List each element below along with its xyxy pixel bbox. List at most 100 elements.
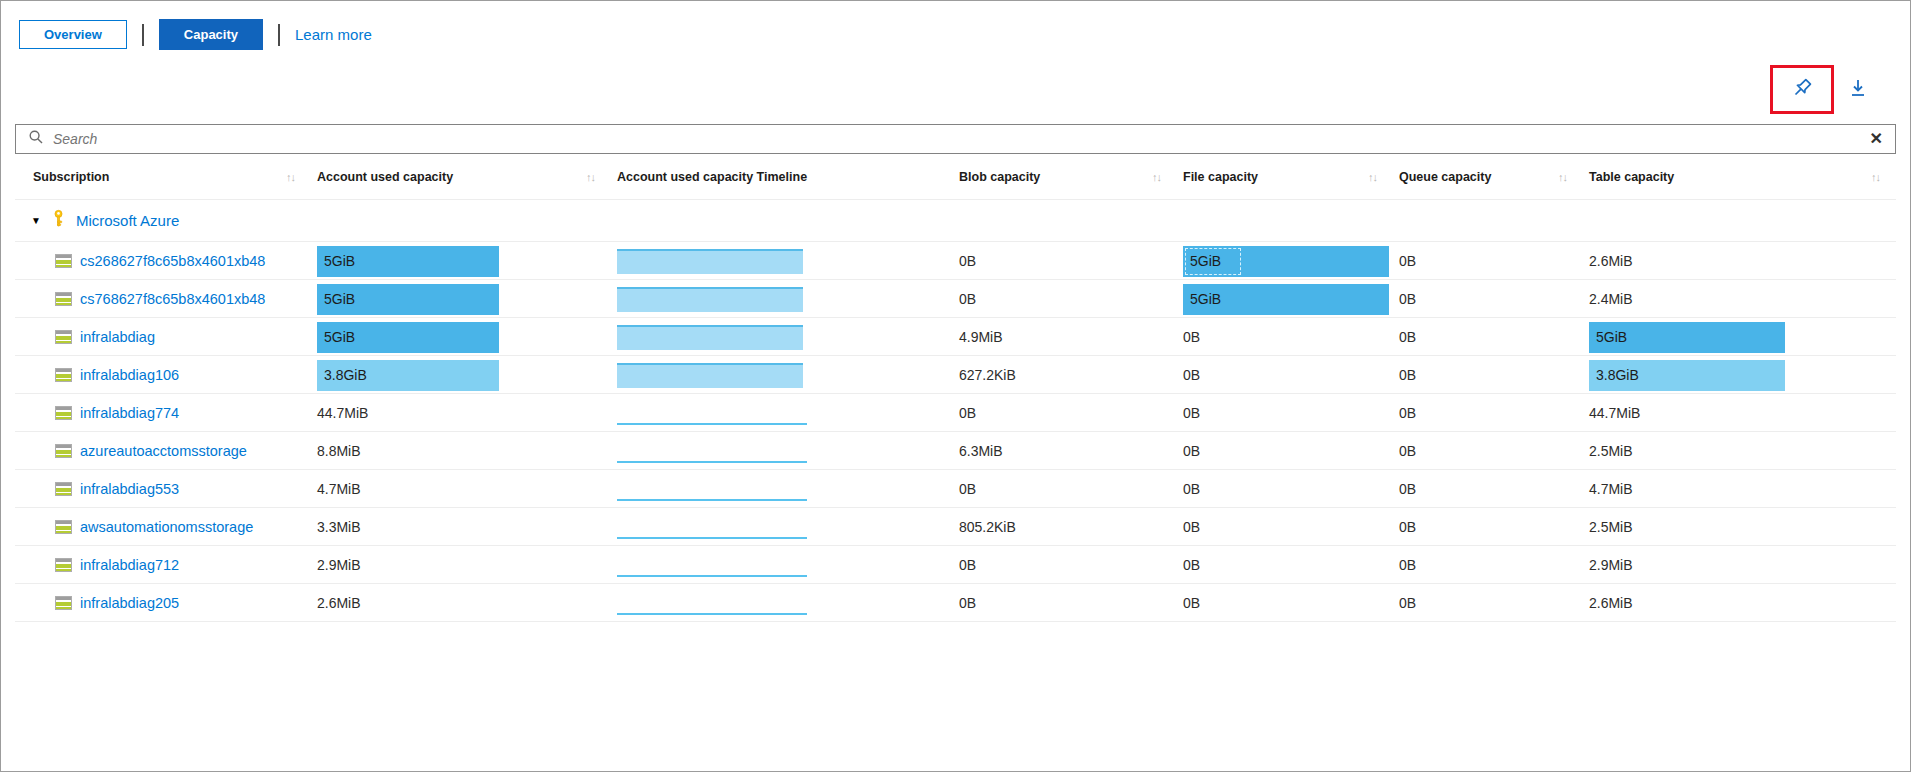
blob-capacity-value: 0B bbox=[959, 291, 976, 307]
table-capacity-cell: 3.8GiB bbox=[1583, 356, 1896, 394]
account-used-capacity-cell: 4.7MiB bbox=[311, 470, 611, 508]
column-header-file-capacity[interactable]: File capacity↑↓ bbox=[1177, 170, 1393, 184]
queue-capacity-value: 0B bbox=[1399, 481, 1416, 497]
account-used-capacity-value: 44.7MiB bbox=[317, 405, 368, 421]
file-capacity-cell: 0B bbox=[1177, 546, 1393, 584]
storage-account-link[interactable]: cs768627f8c65b8x4601xb48 bbox=[80, 291, 265, 307]
storage-account-link[interactable]: azureautoacctomsstorage bbox=[80, 443, 247, 459]
chevron-down-icon[interactable]: ▼ bbox=[31, 215, 41, 226]
account-used-capacity-cell: 3.8GiB bbox=[311, 356, 611, 394]
file-capacity-value: 0B bbox=[1183, 519, 1200, 535]
clear-search-icon[interactable]: ✕ bbox=[1870, 131, 1883, 147]
storage-account-link[interactable]: infralabdiag bbox=[80, 329, 155, 345]
sort-icon[interactable]: ↑↓ bbox=[1558, 171, 1567, 183]
tab-separator bbox=[278, 24, 280, 46]
storage-account-icon bbox=[55, 330, 72, 344]
table-capacity-bar: 5GiB bbox=[1589, 322, 1785, 353]
queue-capacity-cell: 0B bbox=[1393, 280, 1583, 318]
table-row: infralabdiag7122.9MiB0B0B0B2.9MiB bbox=[15, 546, 1896, 584]
sort-icon[interactable]: ↑↓ bbox=[1368, 171, 1377, 183]
account-used-capacity-cell: 5GiB bbox=[311, 318, 611, 356]
file-capacity-value: 0B bbox=[1183, 367, 1200, 383]
sort-icon[interactable]: ↑↓ bbox=[286, 171, 295, 183]
toolbar bbox=[1, 64, 1870, 114]
storage-account-link[interactable]: awsautomationomsstorage bbox=[80, 519, 253, 535]
subscription-cell: infralabdiag712 bbox=[15, 546, 311, 584]
tab-capacity[interactable]: Capacity bbox=[159, 19, 263, 50]
tabs-row: Overview Capacity Learn more bbox=[1, 1, 1910, 50]
queue-capacity-cell: 0B bbox=[1393, 432, 1583, 470]
timeline-cell bbox=[611, 242, 953, 280]
column-header-blob-capacity[interactable]: Blob capacity ↑↓ bbox=[953, 170, 1177, 184]
storage-account-link[interactable]: infralabdiag205 bbox=[80, 595, 179, 611]
table-capacity-value: 2.4MiB bbox=[1589, 291, 1633, 307]
file-capacity-cell: 0B bbox=[1177, 394, 1393, 432]
timeline-cell bbox=[611, 394, 953, 432]
table-capacity-value: 2.9MiB bbox=[1589, 557, 1633, 573]
storage-account-icon bbox=[55, 596, 72, 610]
subscription-cell: cs268627f8c65b8x4601xb48 bbox=[15, 242, 311, 280]
column-header-account-used-capacity[interactable]: Account used capacity ↑↓ bbox=[311, 170, 611, 184]
blob-capacity-value: 805.2KiB bbox=[959, 519, 1016, 535]
subscription-cell: infralabdiag106 bbox=[15, 356, 311, 394]
column-header-queue-capacity[interactable]: Queue capacity ↑↓ bbox=[1393, 170, 1583, 184]
blob-capacity-value: 4.9MiB bbox=[959, 329, 1003, 345]
search-input[interactable] bbox=[53, 131, 1861, 147]
queue-capacity-cell: 0B bbox=[1393, 356, 1583, 394]
table-capacity-cell: 2.4MiB bbox=[1583, 280, 1896, 318]
table-capacity-cell: 4.7MiB bbox=[1583, 470, 1896, 508]
table-header-row: Subscription↑↓Account used capacity↑↓Acc… bbox=[15, 154, 1896, 200]
capacity-workbook: Overview Capacity Learn more bbox=[0, 0, 1911, 772]
storage-account-link[interactable]: infralabdiag553 bbox=[80, 481, 179, 497]
file-capacity-cell: 5GiB bbox=[1177, 242, 1393, 280]
blob-capacity-cell: 0B bbox=[953, 470, 1177, 508]
column-label: Blob capacity bbox=[959, 170, 1040, 184]
timeline-chart bbox=[617, 325, 803, 350]
storage-account-link[interactable]: cs268627f8c65b8x4601xb48 bbox=[80, 253, 265, 269]
storage-account-link[interactable]: infralabdiag774 bbox=[80, 405, 179, 421]
sort-icon[interactable]: ↑↓ bbox=[1871, 171, 1880, 183]
file-capacity-value: 0B bbox=[1183, 595, 1200, 611]
account-used-capacity-cell: 8.8MiB bbox=[311, 432, 611, 470]
subscription-link[interactable]: Microsoft Azure bbox=[76, 212, 179, 229]
table-row: infralabdiag5534.7MiB0B0B0B4.7MiB bbox=[15, 470, 1896, 508]
subscription-cell: cs768627f8c65b8x4601xb48 bbox=[15, 280, 311, 318]
pin-button[interactable] bbox=[1789, 75, 1815, 104]
queue-capacity-value: 0B bbox=[1399, 519, 1416, 535]
subscription-cell: infralabdiag bbox=[15, 318, 311, 356]
blob-capacity-cell: 0B bbox=[953, 394, 1177, 432]
queue-capacity-value: 0B bbox=[1399, 405, 1416, 421]
sort-icon[interactable]: ↑↓ bbox=[1152, 171, 1161, 183]
file-capacity-cell: 0B bbox=[1177, 432, 1393, 470]
account-used-capacity-bar: 5GiB bbox=[317, 246, 499, 277]
download-button[interactable] bbox=[1846, 76, 1870, 103]
blob-capacity-cell: 6.3MiB bbox=[953, 432, 1177, 470]
sort-icon[interactable]: ↑↓ bbox=[586, 171, 595, 183]
timeline-chart bbox=[617, 249, 803, 274]
table-capacity-value: 2.5MiB bbox=[1589, 519, 1633, 535]
account-used-capacity-bar: 5GiB bbox=[317, 284, 499, 315]
learn-more-link[interactable]: Learn more bbox=[295, 26, 372, 43]
blob-capacity-cell: 0B bbox=[953, 242, 1177, 280]
column-header-subscription[interactable]: Subscription↑↓ bbox=[15, 170, 311, 184]
file-capacity-value: 0B bbox=[1183, 557, 1200, 573]
table-capacity-cell: 2.6MiB bbox=[1583, 584, 1896, 622]
column-header-table-capacity[interactable]: Table capacity↑↓ bbox=[1583, 170, 1896, 184]
search-bar: ✕ bbox=[15, 124, 1896, 154]
table-capacity-cell: 2.5MiB bbox=[1583, 508, 1896, 546]
storage-account-link[interactable]: infralabdiag712 bbox=[80, 557, 179, 573]
blob-capacity-value: 6.3MiB bbox=[959, 443, 1003, 459]
column-label: Account used capacity bbox=[317, 170, 453, 184]
column-label: Queue capacity bbox=[1399, 170, 1491, 184]
account-used-capacity-cell: 5GiB bbox=[311, 242, 611, 280]
download-icon bbox=[1846, 76, 1870, 103]
tab-separator bbox=[142, 24, 144, 46]
timeline-chart bbox=[617, 423, 807, 425]
file-capacity-value: 0B bbox=[1183, 329, 1200, 345]
table-row: infralabdiag77444.7MiB0B0B0B44.7MiB bbox=[15, 394, 1896, 432]
capacity-table: Subscription↑↓Account used capacity↑↓Acc… bbox=[15, 154, 1896, 622]
storage-account-link[interactable]: infralabdiag106 bbox=[80, 367, 179, 383]
tab-overview[interactable]: Overview bbox=[19, 20, 127, 49]
file-capacity-cell: 0B bbox=[1177, 584, 1393, 622]
account-used-capacity-bar: 3.8GiB bbox=[317, 360, 499, 391]
